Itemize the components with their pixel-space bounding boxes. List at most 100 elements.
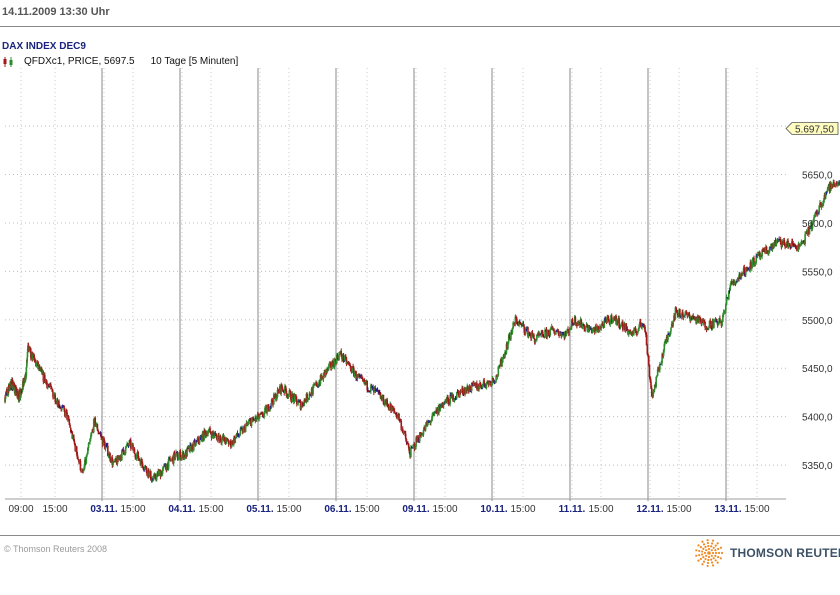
bottom-divider <box>0 535 840 536</box>
candle <box>787 238 789 249</box>
candle <box>544 327 546 339</box>
candle <box>510 329 512 341</box>
candle <box>336 353 339 360</box>
candle <box>501 356 504 364</box>
candle <box>781 238 783 248</box>
candle <box>648 364 651 380</box>
candle <box>248 418 251 425</box>
thomson-reuters-logo-icon <box>695 538 724 568</box>
candle <box>633 327 635 336</box>
candle <box>345 357 348 367</box>
candle <box>553 328 555 334</box>
timestamp: 14.11.2009 13:30 Uhr <box>2 6 110 18</box>
candle <box>405 438 408 446</box>
candle <box>84 457 86 470</box>
y-axis: 5350,0 5400,0 5450,0 5500,0 5550,0 5600,0 5650… <box>802 171 833 473</box>
candle <box>51 388 54 392</box>
candle <box>650 385 653 397</box>
candle <box>293 392 296 404</box>
x-tick-label: 11.11. <box>559 504 586 512</box>
candle <box>597 325 600 333</box>
candle <box>704 321 706 331</box>
candle <box>301 401 304 408</box>
price-chart: 5350,0 5400,0 5450,0 5500,0 5550,0 5600,0 5650… <box>4 68 840 512</box>
candle <box>294 394 297 396</box>
y-tick-label: 5450,0 <box>802 364 833 375</box>
candle <box>169 455 171 462</box>
candle <box>653 389 655 394</box>
candle <box>823 192 826 203</box>
candle <box>540 329 543 338</box>
chart-legend: QFDXc1, PRICE, 5697.5 10 Tage [5 Minuten… <box>2 56 238 67</box>
x-tick-label: 15:00 <box>276 504 301 512</box>
candle <box>295 396 298 407</box>
candle <box>442 402 445 409</box>
candle <box>261 411 264 418</box>
candle <box>783 237 786 246</box>
candle <box>722 309 725 318</box>
x-tick-label: 13.11. <box>714 504 741 512</box>
x-tick-label: 15:00 <box>588 504 613 512</box>
x-tick-label: 09.11. <box>402 504 429 512</box>
candle <box>779 236 782 245</box>
candle <box>130 444 133 450</box>
brand: THOMSON REUTERS <box>694 538 840 568</box>
last-price-label: 5.697,50 <box>795 125 834 136</box>
candle <box>446 394 449 405</box>
candle <box>670 326 672 335</box>
x-axis: 09:00 15:00 03.11. 15:00 04.11. 15:00 05.11. 15… <box>8 504 769 512</box>
candle <box>111 454 114 468</box>
candle <box>285 388 288 398</box>
candle <box>176 451 179 461</box>
candle <box>682 309 684 320</box>
candle <box>635 328 637 336</box>
candle <box>802 240 804 245</box>
x-tick-label: 12.11. <box>636 504 663 512</box>
candle <box>820 201 823 210</box>
x-tick-label: 04.11. <box>168 504 195 512</box>
candle <box>76 451 79 460</box>
candle <box>107 442 109 457</box>
candle <box>618 315 620 329</box>
candle <box>808 226 811 235</box>
candle <box>288 388 291 398</box>
candle <box>659 361 661 373</box>
candle <box>209 425 211 433</box>
last-price-badge <box>785 122 839 135</box>
y-tick-label: 5550,0 <box>802 267 833 278</box>
candle <box>94 416 97 427</box>
candle <box>511 327 514 335</box>
candle <box>324 369 327 378</box>
candle <box>361 374 363 379</box>
candle <box>107 455 110 459</box>
candle <box>312 384 314 397</box>
candle <box>68 418 71 426</box>
candle <box>811 221 814 231</box>
candle <box>96 423 99 431</box>
candle <box>330 361 332 371</box>
candle <box>242 426 245 434</box>
candle <box>789 243 792 250</box>
candle <box>769 246 772 251</box>
candle <box>210 431 212 435</box>
top-divider <box>0 26 840 27</box>
candle <box>410 444 412 458</box>
candle <box>834 183 837 188</box>
candle <box>531 329 534 337</box>
candle <box>130 437 132 451</box>
candle <box>216 436 219 443</box>
candle <box>636 330 639 336</box>
candle <box>641 322 643 330</box>
candle <box>522 321 525 327</box>
candle <box>504 349 506 359</box>
candle <box>724 310 726 315</box>
candle <box>87 442 90 451</box>
candlestick-series <box>4 179 840 483</box>
candle <box>52 389 54 400</box>
candle <box>195 440 197 447</box>
candle <box>133 447 136 454</box>
candle <box>124 445 127 456</box>
candle <box>533 333 535 340</box>
chart-title: DAX INDEX DEC9 <box>2 41 86 52</box>
candle <box>753 255 755 268</box>
